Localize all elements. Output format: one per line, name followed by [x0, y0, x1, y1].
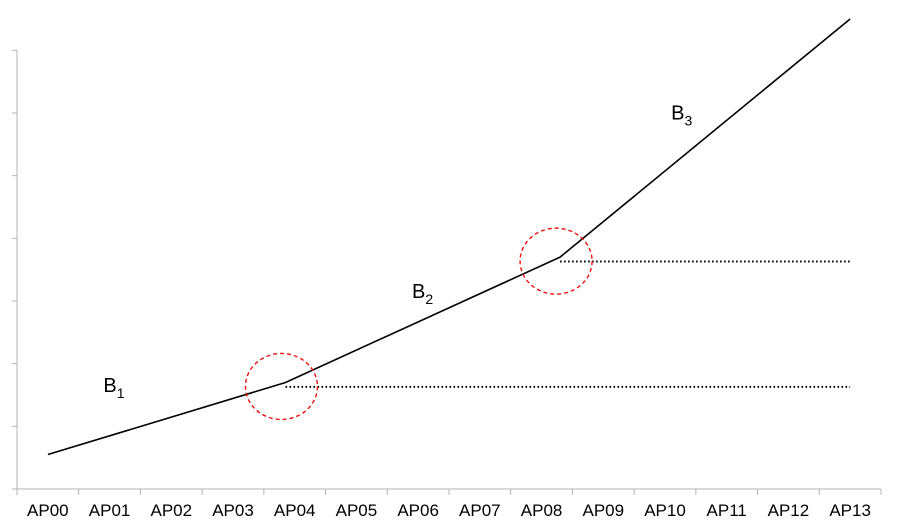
x-tick-label: AP11 [707, 501, 747, 520]
x-tick-label: AP13 [829, 501, 871, 520]
x-tick-label: AP03 [212, 501, 254, 520]
segment-label-subscript: 2 [425, 291, 433, 307]
x-tick-label: AP06 [397, 501, 439, 520]
breakpoint-circle [519, 227, 593, 295]
segment-label-main: B [103, 375, 116, 397]
x-tick-label: AP12 [768, 501, 810, 520]
x-tick-label: AP00 [27, 501, 69, 520]
axes: AP00 AP01 AP02 AP03 AP04 AP05 AP06 AP07 AP08 AP09… [12, 49, 882, 520]
series-line [47, 18, 851, 456]
x-tick-label: AP04 [274, 501, 316, 520]
x-tick-label: AP09 [582, 501, 624, 520]
x-tick-label: AP07 [459, 501, 501, 520]
segment-label-subscript: 3 [685, 112, 693, 128]
segment-label-main: B [671, 102, 684, 124]
x-tick-label: AP02 [150, 501, 192, 520]
series-layer [47, 18, 851, 456]
segment-label: B3 [671, 102, 692, 128]
segment-label-subscript: 1 [117, 385, 125, 401]
segment-label: B2 [412, 281, 433, 307]
breakpoint-circle [244, 352, 319, 421]
x-tick-label: AP01 [89, 501, 131, 520]
x-tick-label: AP05 [336, 501, 378, 520]
segment-label-main: B [412, 281, 425, 303]
segment-label: B1 [103, 375, 124, 401]
breakpoint-markers [244, 227, 593, 421]
x-tick-label: AP10 [644, 501, 686, 520]
x-tick-label: AP08 [521, 501, 563, 520]
